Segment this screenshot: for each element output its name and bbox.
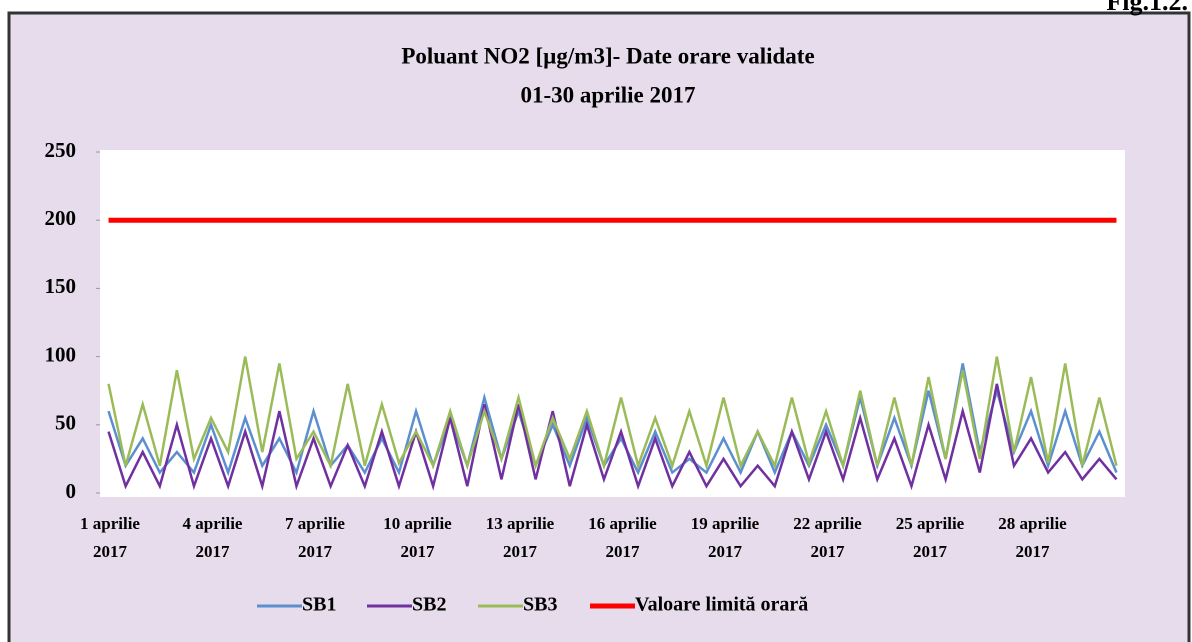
x-tick-label: 25 aprilie 2017 [896, 514, 965, 561]
legend-label: SB3 [523, 594, 557, 616]
y-tick-label: 0 [66, 479, 77, 503]
x-tick-label-line: 2017 [708, 542, 743, 561]
x-tick-label: 13 aprilie 2017 [486, 514, 555, 561]
x-tick-label-line: 16 aprilie [588, 514, 657, 533]
x-tick-label: 4 aprilie 2017 [183, 514, 243, 561]
x-tick-label-line: 2017 [503, 542, 538, 561]
x-tick-label: 7 aprilie 2017 [285, 514, 345, 561]
x-tick-label-line: 28 aprilie [998, 514, 1067, 533]
x-tick-label: 19 aprilie 2017 [691, 514, 760, 561]
x-tick-label-line: 19 aprilie [691, 514, 760, 533]
x-tick-label-line: 2017 [811, 542, 846, 561]
series-line [107, 356, 1118, 471]
series-line [107, 383, 1118, 491]
x-tick-label-line: 2017 [606, 542, 641, 561]
x-tick-label: 10 aprilie 2017 [383, 514, 452, 561]
chart-title: Poluant NO2 [µg/m3]- Date orare validate [401, 43, 814, 68]
legend-label: SB2 [412, 594, 446, 616]
x-tick-label-line: 7 aprilie [285, 514, 345, 533]
legend-label: Valoare limită orară [635, 594, 808, 616]
x-tick-label-line: 2017 [401, 542, 436, 561]
y-tick-label: 100 [45, 342, 77, 366]
y-tick-label: 50 [55, 411, 76, 435]
x-tick-label: 1 aprilie 2017 [80, 514, 140, 561]
x-tick-label-line: 2017 [1016, 542, 1051, 561]
chart-subtitle: 01-30 aprilie 2017 [520, 82, 695, 107]
x-tick-label: 22 aprilie 2017 [793, 514, 862, 561]
x-tick-label-line: 2017 [913, 542, 948, 561]
y-tick-label: 250 [45, 138, 77, 162]
x-tick-label-line: 2017 [196, 542, 231, 561]
x-tick-label-line: 13 aprilie [486, 514, 555, 533]
x-tick-label-line: 4 aprilie [183, 514, 243, 533]
y-tick-label: 150 [45, 274, 77, 298]
plot-area [100, 150, 1125, 497]
x-tick-label-line: 25 aprilie [896, 514, 965, 533]
x-tick-label: 28 aprilie 2017 [998, 514, 1067, 561]
legend-label: SB1 [302, 594, 336, 616]
x-tick-label-line: 10 aprilie [383, 514, 452, 533]
x-tick-label-line: 2017 [298, 542, 333, 561]
figure-label: Fig.1.2. [1106, 0, 1188, 16]
x-tick-label-line: 22 aprilie [793, 514, 862, 533]
x-tick-label-line: 2017 [93, 542, 128, 561]
x-tick-label-line: 1 aprilie [80, 514, 140, 533]
x-tick-label: 16 aprilie 2017 [588, 514, 657, 561]
y-tick-label: 200 [45, 206, 77, 230]
